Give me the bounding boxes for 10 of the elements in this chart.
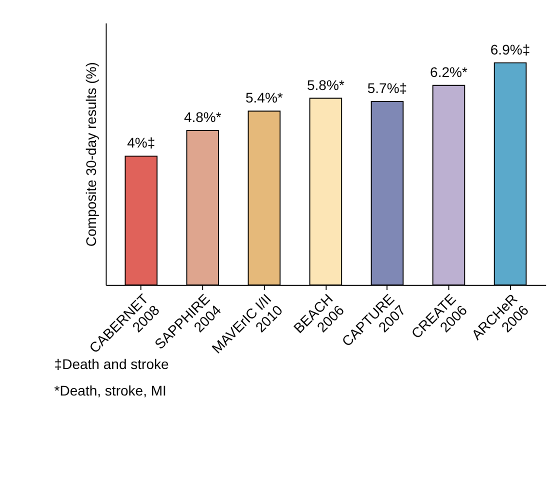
y-axis-title: Composite 30-day results (%) (82, 62, 99, 247)
data-label: 5.8%* (306, 76, 345, 93)
data-label: 4.8%* (184, 108, 222, 125)
text: ‡Death and stroke (54, 356, 170, 372)
data-label: 4%‡ (127, 134, 156, 151)
data-label: 6.9%‡ (490, 41, 530, 58)
data-label: 5.7%‡ (367, 80, 408, 96)
data-label: 6.2%* (430, 64, 468, 80)
data-label: 5.4%* (245, 90, 284, 106)
text: *Death, stroke, MI (54, 382, 166, 398)
